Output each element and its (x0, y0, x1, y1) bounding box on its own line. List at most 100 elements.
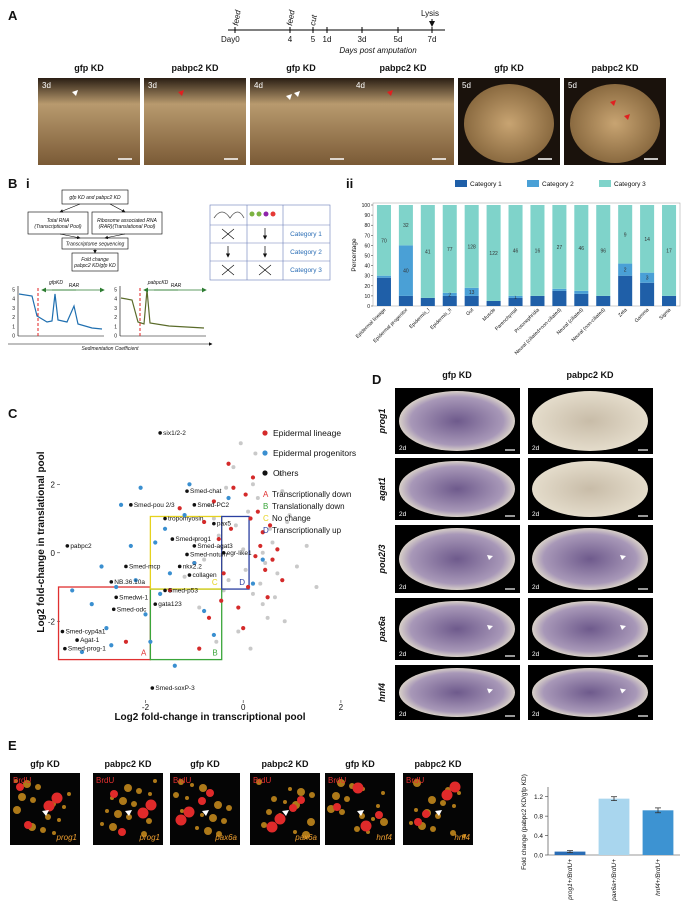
signal (114, 810, 122, 818)
count-label: 13 (469, 290, 475, 296)
point (128, 543, 133, 549)
cross (258, 264, 272, 276)
ribosome-icon (256, 211, 262, 217)
point (221, 550, 226, 555)
profile-line (18, 293, 103, 330)
timeline-event: feed (231, 9, 243, 26)
point (124, 564, 128, 569)
gene-label: Smed-p53 (168, 587, 198, 594)
flow-text: Transcriptome sequencing (66, 242, 125, 248)
category-label: Category 3 (290, 267, 322, 274)
region-letter: D (239, 578, 245, 587)
bar (642, 810, 674, 855)
region-legend-text: No change (272, 514, 311, 523)
bar-segment (662, 205, 677, 296)
gene-label: prog1 (139, 833, 160, 842)
signal (462, 834, 466, 838)
point (260, 530, 265, 535)
point (104, 625, 109, 631)
legend-swatch (599, 180, 611, 187)
signal (332, 792, 340, 800)
nucleus (289, 804, 297, 812)
flow-box (91, 211, 163, 235)
legend-label: Epidermal progenitors (273, 448, 356, 458)
gene-label: prog1 (377, 408, 387, 434)
signal (204, 827, 212, 835)
timeline-tick-label: 4 (288, 35, 293, 44)
nucleus (206, 789, 214, 797)
count-label: 40 (403, 269, 409, 275)
image-day: 2d (399, 584, 407, 591)
y-tick-label: 0.8 (534, 814, 543, 821)
signal (148, 792, 152, 796)
stain-label: BrdU (96, 776, 114, 785)
signal (354, 826, 360, 832)
nucleus (24, 821, 32, 829)
background-point (243, 567, 248, 572)
signal (214, 801, 222, 809)
gene-label: Smed-PC2 (197, 502, 229, 509)
nucleus (16, 783, 24, 791)
image-day: 2d (399, 445, 407, 452)
point (192, 560, 197, 566)
signal (209, 814, 217, 822)
signal (309, 792, 315, 798)
background-point (216, 533, 221, 538)
point (143, 612, 148, 617)
timeline-event: Lysis (421, 9, 439, 18)
signal (339, 809, 345, 815)
nucleus (297, 796, 305, 804)
point (89, 602, 94, 607)
background-point (265, 615, 270, 620)
flow-arrow (104, 233, 126, 240)
bar-segment (464, 295, 479, 306)
bar-segment (486, 205, 501, 301)
count-label: 1 (514, 295, 517, 301)
signal (173, 792, 179, 798)
legend-swatch (527, 180, 539, 187)
profile-title: gfpKD (49, 280, 63, 286)
nucleus (422, 810, 430, 818)
nucleus (414, 818, 422, 826)
gene-label: pax6a (294, 833, 317, 842)
background-point (260, 550, 265, 555)
signal (190, 783, 194, 787)
signal (124, 784, 132, 792)
point (263, 567, 268, 572)
point (258, 543, 263, 549)
image-day: 3d (42, 81, 51, 90)
count-label: 41 (425, 249, 431, 255)
panel-label: A (8, 8, 18, 23)
profile-tick-label: 4 (12, 297, 15, 303)
worm (532, 391, 648, 451)
point (211, 632, 216, 638)
point (221, 571, 226, 576)
background-point (226, 578, 231, 583)
profile-tick-label: 1 (12, 324, 15, 330)
panel-label: C (8, 406, 18, 421)
signal (409, 821, 413, 825)
count-label: 46 (579, 246, 585, 252)
point (163, 516, 167, 521)
cross (221, 264, 235, 276)
arrowhead (487, 555, 493, 560)
image-day: 3d (148, 81, 157, 90)
signal (52, 831, 56, 835)
y-tick-label: 70 (364, 233, 370, 239)
region-box (149, 588, 223, 661)
signal (380, 818, 388, 826)
signal (271, 796, 277, 802)
image-day: 2d (399, 511, 407, 518)
signal (450, 830, 456, 836)
point (75, 638, 79, 642)
point (182, 513, 187, 518)
legend-label: Category 2 (542, 181, 574, 188)
signal (100, 822, 104, 826)
profile-tick-label: 0 (114, 334, 117, 340)
bar-segment (640, 282, 655, 306)
point (167, 571, 173, 576)
image-title: pabpc2 KD (171, 63, 219, 73)
image-day: 2d (532, 584, 540, 591)
micrograph (144, 78, 246, 165)
